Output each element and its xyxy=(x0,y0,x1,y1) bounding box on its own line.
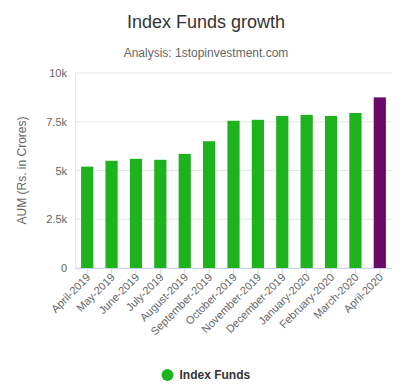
legend-symbol xyxy=(162,369,174,381)
x-tick-mark xyxy=(306,268,307,274)
x-tick-mark xyxy=(209,268,210,274)
y-tick-label: 0 xyxy=(61,262,67,274)
bar xyxy=(325,116,337,268)
x-tick-mark xyxy=(184,268,185,274)
x-tick-label: April-2020 xyxy=(341,271,385,315)
x-tick-mark xyxy=(355,268,356,274)
x-tick-mark xyxy=(282,268,283,274)
y-tick: 5k xyxy=(55,165,75,177)
x-tick-mark xyxy=(379,268,380,274)
legend-label: Index Funds xyxy=(180,368,251,382)
legend: Index Funds xyxy=(162,368,251,382)
bar xyxy=(130,159,142,268)
bar xyxy=(227,121,239,268)
y-axis: 0 2.5k 5k 7.5k 10k xyxy=(46,67,75,274)
bar xyxy=(203,141,215,268)
legend-item: Index Funds xyxy=(162,368,251,382)
grid-line xyxy=(75,73,392,74)
y-tick: 7.5k xyxy=(46,116,75,128)
x-tick-mark xyxy=(87,268,88,274)
bars xyxy=(81,97,386,268)
bar xyxy=(374,97,386,268)
bar xyxy=(301,115,313,268)
x-tick: April-2020 xyxy=(341,268,385,315)
y-tick-label: 5k xyxy=(55,165,67,177)
y-tick-label: 7.5k xyxy=(46,116,67,128)
bar xyxy=(276,116,288,268)
y-tick: 2.5k xyxy=(46,213,75,225)
bar xyxy=(154,160,166,268)
bar xyxy=(81,167,93,268)
x-tick-mark xyxy=(233,268,234,274)
bar xyxy=(349,113,361,268)
bar xyxy=(252,120,264,268)
grid xyxy=(75,73,392,268)
chart: Index Funds growth Analysis: 1stopinvestm… xyxy=(0,0,412,388)
bar xyxy=(179,154,191,268)
plot: 0 2.5k 5k 7.5k 10k April-2019May-2019June-201… xyxy=(46,67,392,337)
y-axis-line xyxy=(75,74,76,269)
x-tick-mark xyxy=(160,268,161,274)
bar xyxy=(105,161,117,268)
y-tick: 0 xyxy=(61,262,75,274)
title: Index Funds growth xyxy=(127,12,285,32)
y-axis-title: AUM (Rs. in Crores) xyxy=(15,116,29,224)
subtitle: Analysis: 1stopinvestment.com xyxy=(124,46,289,60)
x-tick-mark xyxy=(135,268,136,274)
x-tick-mark xyxy=(331,268,332,274)
x-tick-mark xyxy=(257,268,258,274)
y-tick-label: 2.5k xyxy=(46,213,67,225)
x-axis: April-2019May-2019June-2019July-2019Augu… xyxy=(49,268,393,337)
y-tick: 10k xyxy=(49,67,75,79)
y-tick-label: 10k xyxy=(49,67,67,79)
x-tick-mark xyxy=(111,268,112,274)
